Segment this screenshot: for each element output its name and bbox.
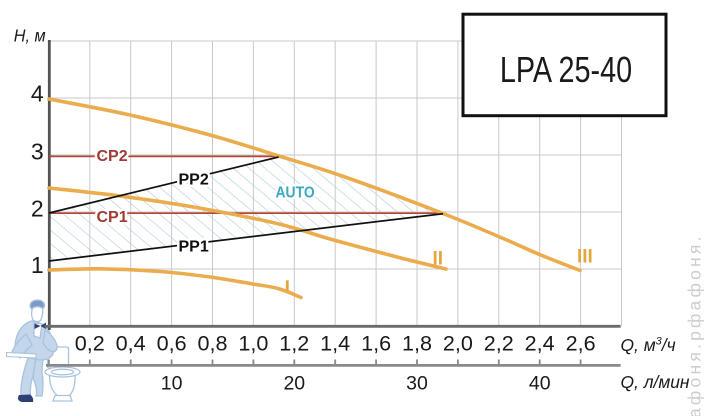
svg-text:AUTO: AUTO: [276, 184, 315, 202]
svg-text:10: 10: [161, 373, 183, 395]
svg-text:0,2: 0,2: [75, 330, 105, 355]
svg-text:2,6: 2,6: [566, 330, 596, 355]
svg-text:LPA 25-40: LPA 25-40: [500, 49, 632, 90]
svg-text:2,2: 2,2: [484, 330, 514, 355]
svg-text:2,4: 2,4: [525, 330, 555, 355]
svg-text:40: 40: [529, 373, 551, 395]
svg-text:20: 20: [283, 373, 305, 395]
svg-text:III: III: [577, 247, 593, 268]
svg-text:0,6: 0,6: [157, 330, 187, 355]
svg-text:PP1: PP1: [179, 239, 209, 256]
svg-text:1,4: 1,4: [320, 330, 350, 355]
svg-text:2,0: 2,0: [443, 330, 473, 355]
svg-text:PP2: PP2: [179, 172, 209, 189]
svg-text:1,6: 1,6: [361, 330, 391, 355]
svg-text:0,4: 0,4: [116, 330, 146, 355]
svg-text:3: 3: [31, 139, 44, 165]
svg-text:1,8: 1,8: [402, 330, 432, 355]
svg-text:CP1: CP1: [97, 209, 128, 226]
svg-text:2: 2: [31, 196, 44, 222]
svg-text:CP2: CP2: [97, 148, 128, 165]
svg-text:Q, л/мин: Q, л/мин: [621, 372, 690, 392]
svg-text:0,8: 0,8: [197, 330, 227, 355]
svg-text:Q, м3/ч: Q, м3/ч: [621, 335, 676, 355]
svg-text:1,2: 1,2: [279, 330, 309, 355]
svg-text:1: 1: [31, 252, 44, 278]
svg-text:4: 4: [31, 81, 44, 107]
svg-text:1,0: 1,0: [238, 330, 268, 355]
svg-text:афоня.рфафоня.: афоня.рфафоня.: [685, 233, 704, 416]
svg-text:30: 30: [406, 373, 428, 395]
svg-text:II: II: [433, 249, 444, 270]
svg-text:H, м: H, м: [14, 26, 46, 46]
